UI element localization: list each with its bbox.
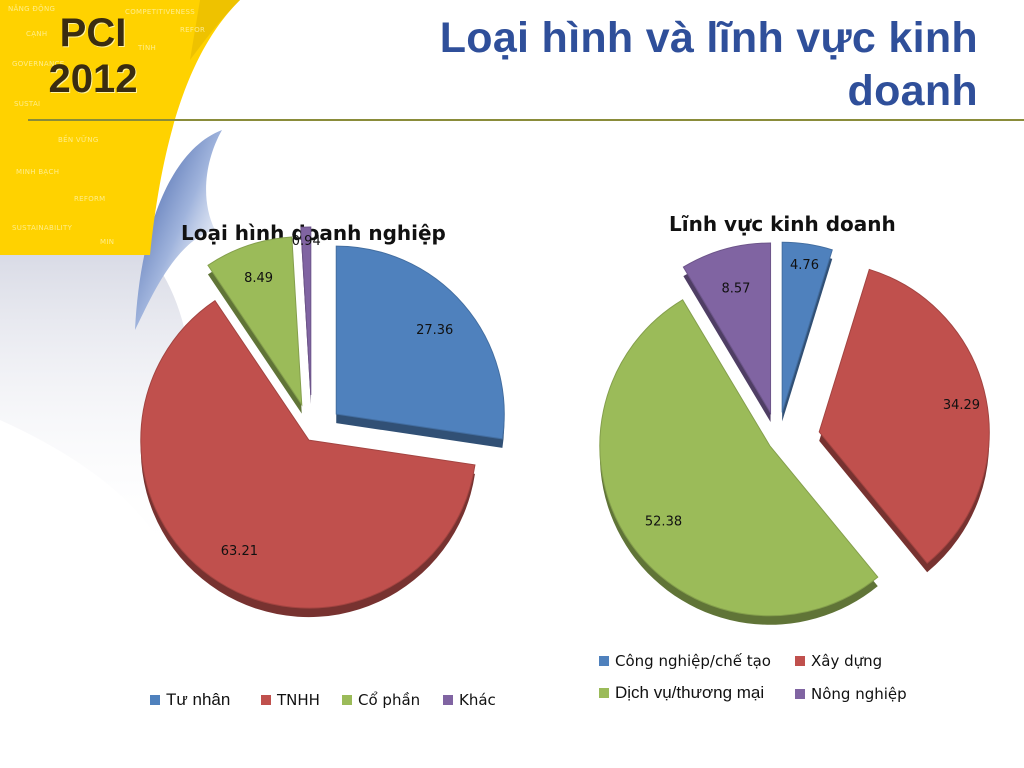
legend-label: Nông nghiệp: [811, 685, 907, 703]
legend-label: Công nghiệp/chế tạo: [615, 652, 771, 670]
pci-logo: PCI 2012: [40, 10, 146, 102]
pie-data-label: 0.94: [292, 234, 321, 249]
slide-title: Loại hình và lĩnh vực kinh doanh: [439, 14, 978, 115]
pie-data-label: 8.49: [244, 271, 273, 286]
legend-swatch: [599, 688, 609, 698]
bg-word: MIN: [100, 238, 115, 246]
legend-swatch: [342, 695, 352, 705]
pie-data-label: 27.36: [416, 323, 453, 338]
legend-item-tnhh: TNHH: [261, 691, 320, 709]
legend-item-dich-vu: Dịch vụ/thương mại: [599, 683, 764, 703]
legend-swatch: [599, 656, 609, 666]
legend-item-nong-nghiep: Nông nghiệp: [795, 685, 907, 703]
legend-swatch: [795, 689, 805, 699]
chart1-title: Loại hình doanh nghiệp: [181, 221, 446, 245]
bg-word: COMPETITIVENESS: [125, 8, 196, 16]
bg-word: MINH BẠCH: [16, 168, 60, 176]
pci-logo-line2: 2012: [48, 57, 138, 101]
legend-swatch: [150, 695, 160, 705]
legend-swatch: [443, 695, 453, 705]
pie-slice: [140, 300, 476, 609]
pie-data-label: 4.76: [790, 258, 819, 273]
bg-word: REFOR: [180, 26, 206, 34]
pie-slice: [207, 236, 303, 407]
pie-slice: [300, 226, 312, 396]
legend-item-xay-dung: Xây dựng: [795, 652, 882, 670]
legend-item-cong-nghiep: Công nghiệp/chế tạo: [599, 652, 771, 670]
legend-item-tu-nhan: Tư nhân: [150, 690, 230, 710]
chart2-title: Lĩnh vực kinh doanh: [669, 212, 896, 236]
legend-label: Tư nhân: [166, 690, 231, 709]
bg-word: REFORM: [74, 195, 106, 203]
legend-swatch: [261, 695, 271, 705]
logo-dark-band: [190, 0, 240, 60]
legend-label: Xây dựng: [811, 652, 883, 670]
bg-word: TÍNH: [138, 44, 157, 52]
pie-slice: [335, 245, 505, 440]
bg-word: NĂNG ĐỘNG: [8, 5, 56, 13]
legend-item-khac: Khác: [443, 691, 496, 709]
legend-swatch: [795, 656, 805, 666]
pie-data-label: 34.29: [943, 398, 980, 413]
pie-slice: [781, 241, 833, 413]
pie-slice: [818, 268, 990, 564]
blue-swoosh: [135, 130, 222, 330]
pie-data-label: 52.38: [645, 515, 682, 530]
legend-label: Khác: [459, 691, 496, 709]
pie-slice: [682, 242, 772, 415]
pie-data-label: 8.57: [721, 282, 750, 297]
pci-logo-line1: PCI: [59, 11, 127, 55]
bg-word: CẠNH: [26, 30, 48, 38]
legend-item-co-phan: Cổ phần: [342, 691, 420, 709]
logo-yellow-panel: [0, 0, 240, 255]
bg-word: BỀN VỮNG: [58, 136, 99, 144]
pie-slice: [599, 299, 879, 617]
bg-word: SUSTAINABILITY: [12, 224, 73, 232]
legend-label: Dịch vụ/thương mại: [615, 683, 765, 702]
bg-word: GOVERNANCE: [12, 60, 65, 68]
legend-label: Cổ phần: [358, 691, 421, 709]
pie-data-label: 63.21: [221, 544, 258, 559]
bg-word: SUSTAI: [14, 100, 41, 108]
legend-label: TNHH: [277, 691, 320, 709]
